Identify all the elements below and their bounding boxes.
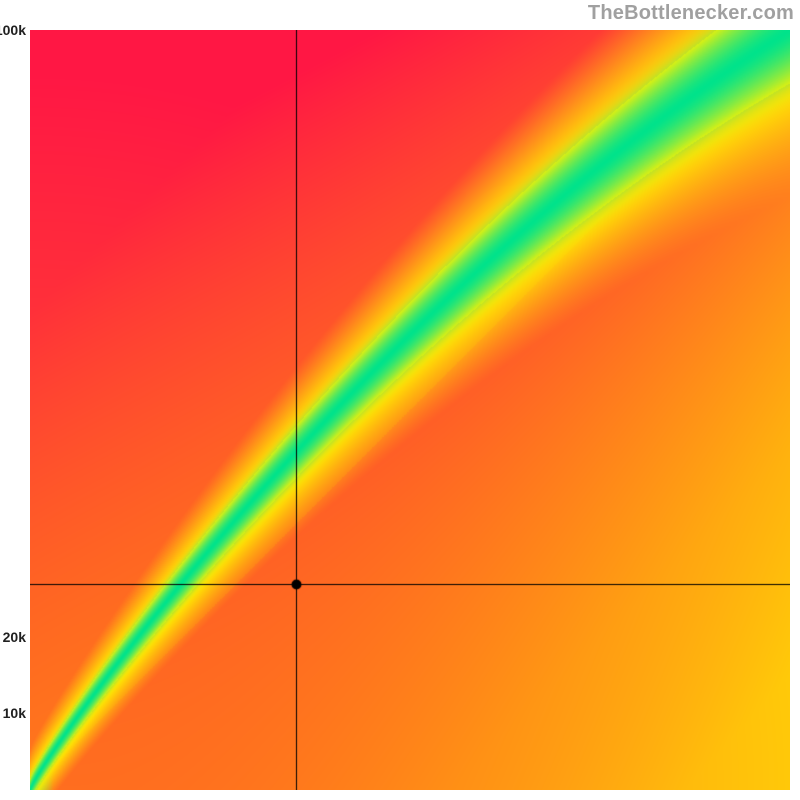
y-tick-label: 20k [3,629,26,645]
y-tick-label: 100k [0,22,26,38]
heatmap-canvas [30,30,790,790]
y-tick-label: 10k [3,705,26,721]
watermark-text: TheBottlenecker.com [588,2,794,25]
heatmap-plot [30,30,790,790]
chart-container: TheBottlenecker.com 10k 20k 100k [0,0,800,800]
